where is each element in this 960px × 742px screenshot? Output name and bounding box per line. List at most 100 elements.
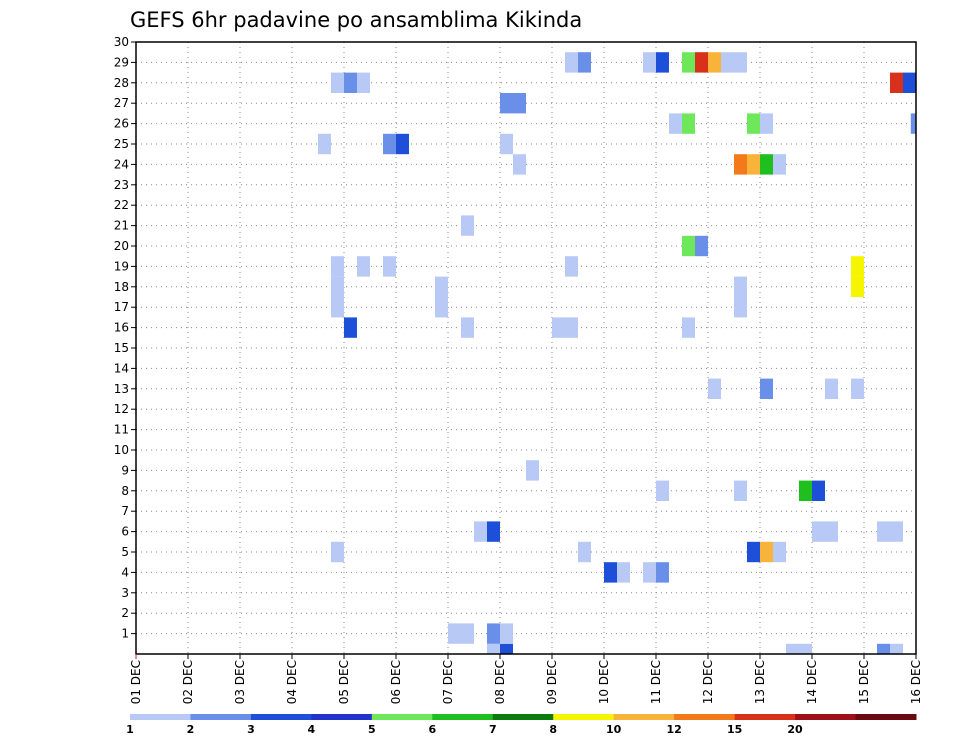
colorbar-level-label: 4	[308, 723, 316, 736]
precip-cell	[877, 643, 890, 654]
precip-cell	[773, 541, 786, 563]
colorbar: 1 2 3 4 5 6 7 8 10 12 15 20	[126, 714, 917, 736]
y-tick-label: 27	[114, 96, 129, 110]
colorbar-level-label: 12	[666, 723, 681, 736]
colorbar-segment	[371, 714, 433, 720]
precip-cell	[396, 133, 409, 155]
precip-cell	[500, 643, 513, 654]
precip-cell	[565, 256, 578, 277]
precip-cell	[877, 521, 903, 542]
precip-cell	[734, 297, 747, 318]
y-tick-label: 30	[114, 35, 129, 49]
colorbar-level-label: 3	[247, 723, 255, 736]
y-tick-label: 11	[114, 423, 129, 437]
precip-cell	[760, 378, 773, 399]
precip-cell	[552, 317, 578, 338]
precip-cell	[643, 562, 656, 583]
x-tick-label: 10 DEC	[597, 660, 611, 704]
precip-cell	[604, 562, 617, 583]
precip-cell	[435, 276, 448, 297]
precip-cell	[747, 154, 760, 175]
x-tick-label: 15 DEC	[857, 660, 871, 704]
colorbar-segment	[795, 714, 857, 720]
precip-cell	[383, 133, 396, 155]
y-tick-label: 14	[114, 361, 129, 375]
colorbar-level-label: 5	[368, 723, 376, 736]
y-tick-label: 29	[114, 55, 129, 69]
precip-cell	[773, 154, 786, 175]
y-tick-label: 19	[114, 259, 129, 273]
y-tick-label: 10	[114, 443, 129, 457]
precip-cell	[682, 113, 695, 134]
y-tick-label: 6	[121, 525, 129, 539]
precip-cell	[682, 317, 695, 338]
precip-cell	[331, 276, 344, 297]
precip-cell	[890, 72, 903, 93]
y-tick-label: 8	[121, 484, 129, 498]
precip-cell	[734, 154, 747, 175]
precip-cell	[910, 113, 916, 134]
precip-cell	[331, 541, 344, 563]
x-tick-label: 12 DEC	[701, 660, 715, 704]
x-tick-label: 02 DEC	[181, 660, 195, 704]
x-axis: 01 DEC 02 DEC 03 DEC 04 DEC 05 DEC 06 DEC 07 D…	[129, 654, 923, 704]
x-tick-label: 07 DEC	[441, 660, 455, 704]
ensemble-cells	[318, 52, 916, 654]
precip-cell	[760, 113, 773, 134]
x-tick-label: 03 DEC	[233, 660, 247, 704]
colorbar-segment	[613, 714, 675, 720]
y-tick-label: 20	[114, 239, 129, 253]
precip-cell	[669, 113, 682, 134]
colorbar-segment	[311, 714, 373, 720]
colorbar-segment	[734, 714, 796, 720]
colorbar-segment	[492, 714, 554, 720]
colorbar-level-label: 20	[787, 723, 803, 736]
precip-cell	[812, 521, 838, 542]
precip-cell	[344, 317, 357, 338]
y-axis: 1234567891011121314151617181920212223242…	[114, 35, 136, 641]
colorbar-segment	[553, 714, 615, 720]
precip-cell	[383, 256, 396, 277]
precip-cell	[500, 93, 526, 114]
colorbar-level-label: 8	[549, 723, 557, 736]
precip-cell	[500, 623, 513, 644]
precip-cell	[565, 52, 578, 73]
precip-cell	[747, 541, 760, 563]
x-tick-label: 14 DEC	[805, 660, 819, 704]
precip-cell	[461, 317, 474, 338]
y-tick-label: 7	[121, 504, 129, 518]
colorbar-level-label: 7	[489, 723, 497, 736]
x-tick-label: 06 DEC	[389, 660, 403, 704]
y-tick-label: 24	[114, 157, 129, 171]
y-tick-label: 1	[121, 627, 129, 641]
colorbar-level-label: 10	[606, 723, 622, 736]
precip-cell	[760, 154, 773, 175]
y-tick-label: 23	[114, 178, 129, 192]
x-tick-label: 08 DEC	[493, 660, 507, 704]
precip-cell	[708, 378, 721, 399]
colorbar-segment	[130, 714, 191, 720]
colorbar-level-label: 1	[126, 723, 134, 736]
y-tick-label: 22	[114, 198, 129, 212]
precip-cell	[331, 297, 344, 318]
precip-cell	[682, 235, 695, 257]
x-tick-label: 09 DEC	[545, 660, 559, 704]
precip-cell	[318, 133, 331, 155]
precip-cell	[708, 52, 721, 73]
precip-cell	[487, 521, 500, 542]
precip-cell	[617, 562, 630, 583]
precip-cell	[825, 378, 838, 399]
y-tick-label: 28	[114, 76, 129, 90]
precip-cell	[461, 215, 474, 236]
precip-cell	[851, 276, 864, 297]
x-tick-label: 16 DEC	[909, 660, 923, 704]
y-tick-label: 21	[114, 219, 129, 233]
y-tick-label: 3	[121, 586, 129, 600]
precip-cell	[331, 72, 344, 93]
precip-cell	[578, 52, 591, 73]
precip-cell	[851, 256, 864, 277]
precip-cell	[643, 52, 656, 73]
colorbar-segment	[250, 714, 312, 720]
y-tick-label: 18	[114, 280, 129, 294]
